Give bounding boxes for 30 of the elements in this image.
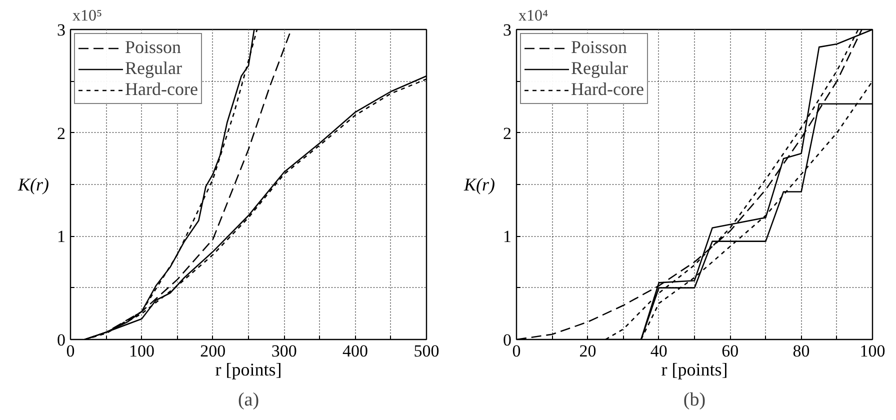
- x-tick-label: 60: [722, 342, 739, 360]
- legend-label: Hard-core: [125, 79, 198, 100]
- legend-label: Hard-core: [571, 79, 644, 100]
- text: (a): [238, 390, 260, 410]
- text: x10⁴: [518, 8, 548, 24]
- x-tick-label: 100: [860, 342, 886, 360]
- y-axis-title: K(r): [17, 174, 50, 194]
- x-tick-label: 20: [579, 342, 596, 360]
- legend-label: Regular: [571, 58, 628, 79]
- text: (b): [683, 390, 706, 410]
- x-tick-label: 500: [414, 342, 440, 360]
- y-tick-label: 3: [57, 20, 66, 40]
- legend-label: Regular: [125, 58, 182, 79]
- x-tick-label: 40: [650, 342, 668, 360]
- text: x10⁵: [72, 8, 102, 24]
- x-tick-label: 80: [792, 342, 810, 360]
- x-tick-label: 400: [342, 342, 368, 360]
- legend-label: Poisson: [125, 37, 182, 58]
- y-tick-label: 2: [503, 124, 512, 143]
- x-tick-label: 100: [128, 342, 154, 360]
- y-tick-label: 2: [57, 124, 66, 143]
- y-tick-label: 1: [57, 227, 66, 246]
- x-axis-title: r [points]: [215, 360, 282, 380]
- x-tick-label: 300: [271, 342, 297, 360]
- y-tick-label: 1: [503, 227, 512, 246]
- legend-label: Poisson: [571, 37, 628, 58]
- x-tick-label: 200: [200, 342, 226, 360]
- y-axis-title: K(r): [463, 174, 496, 194]
- y-tick-label: 3: [503, 20, 512, 40]
- x-axis-title: r [points]: [661, 360, 728, 380]
